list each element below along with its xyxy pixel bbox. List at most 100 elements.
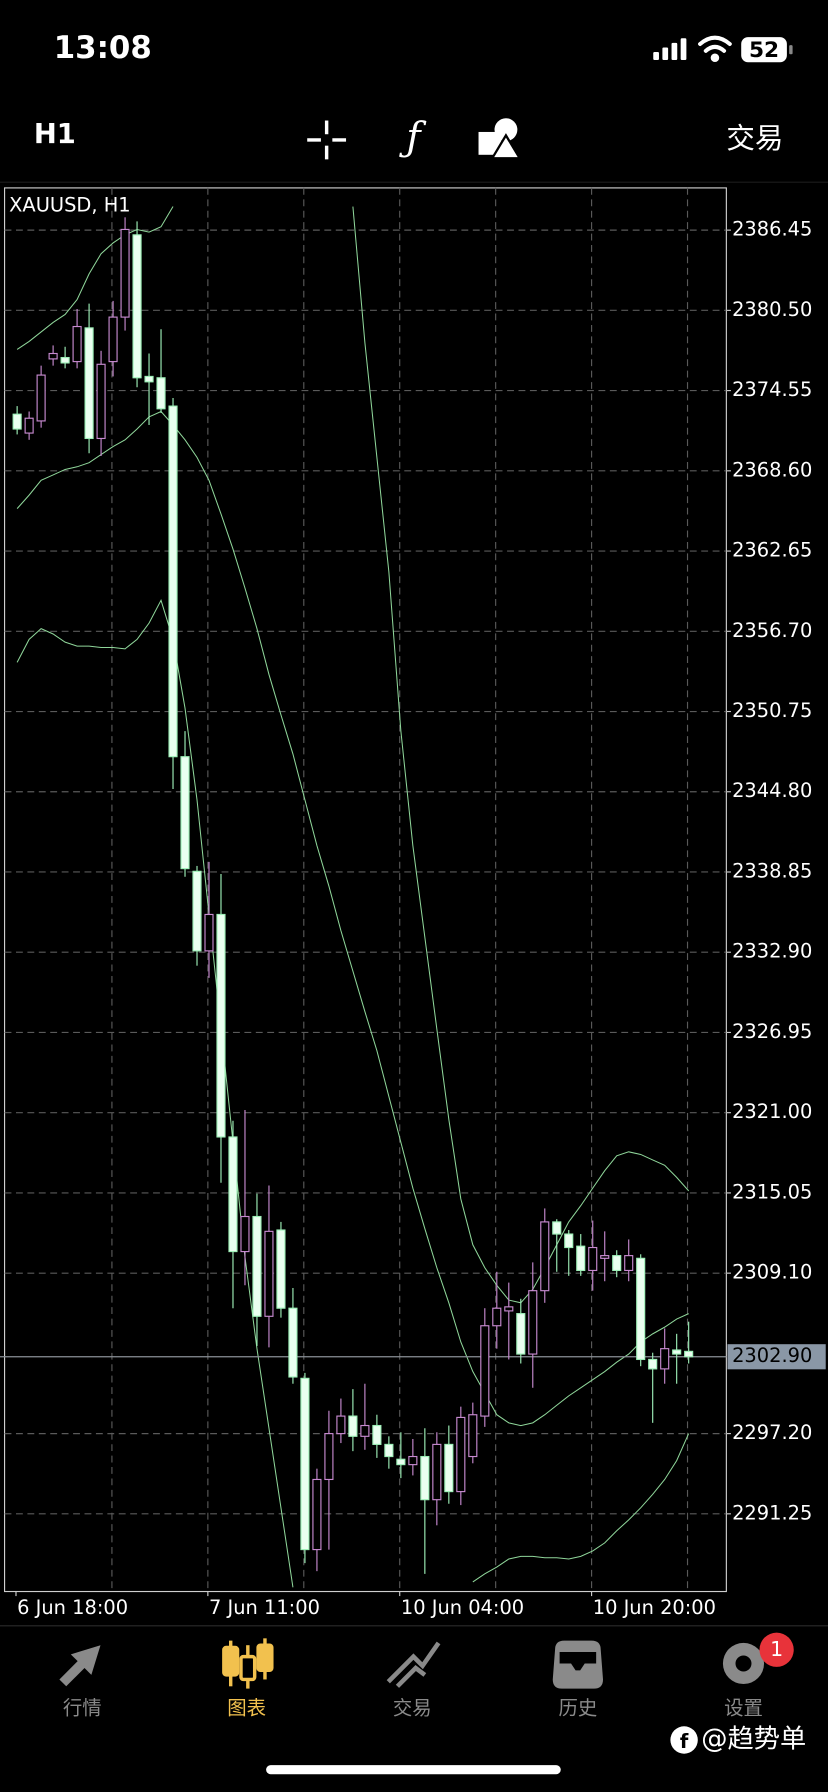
- candle-body: [552, 1221, 562, 1235]
- y-tick-label: 2291.25: [732, 1501, 812, 1524]
- y-tick-label: 2309.10: [732, 1261, 812, 1284]
- candle-body: [384, 1443, 394, 1458]
- x-tick-label: 10 Jun 20:00: [593, 1596, 716, 1619]
- candle-body: [228, 1136, 238, 1253]
- candle-body: [24, 417, 34, 434]
- candle-body: [12, 413, 22, 430]
- candle-body: [60, 356, 70, 364]
- candle-body: [336, 1415, 346, 1435]
- watermark: @趋势单: [701, 1724, 806, 1754]
- candle-body: [108, 316, 118, 363]
- current-price-label: 2302.90: [732, 1344, 812, 1367]
- candle-body: [168, 405, 178, 758]
- candle-body: [36, 374, 46, 422]
- tab-label[interactable]: 交易: [393, 1697, 432, 1720]
- tab-icon: [552, 1640, 604, 1689]
- tab-icon: [222, 1638, 274, 1689]
- y-tick-label: 2386.45: [732, 218, 812, 241]
- candle-body: [492, 1307, 502, 1327]
- tab-icons: [59, 1638, 765, 1689]
- candle-body: [360, 1424, 370, 1437]
- wifi-icon: [698, 35, 732, 63]
- y-tick-label: 2332.90: [732, 940, 812, 963]
- candle-body: [444, 1443, 454, 1493]
- tab-label[interactable]: 行情: [63, 1697, 102, 1720]
- candle-body: [648, 1358, 658, 1370]
- candle-body: [264, 1230, 274, 1317]
- y-tick-label: 2356.70: [732, 619, 812, 642]
- candle-body: [156, 377, 166, 410]
- candle-body: [636, 1257, 646, 1361]
- y-tick-label: 2374.55: [732, 378, 812, 401]
- candle-body: [624, 1255, 634, 1272]
- candle-body: [300, 1377, 310, 1551]
- candle-body: [276, 1229, 286, 1309]
- y-tick-label: 2344.80: [732, 779, 812, 802]
- candle-body: [516, 1313, 526, 1355]
- candle-body: [132, 234, 142, 379]
- chart: 2386.45 2380.50 2374.55 2368.60 2362.65 2356.…: [0, 187, 826, 1619]
- signal-icon: [653, 38, 687, 61]
- badge: [759, 1632, 794, 1667]
- candle-body: [288, 1307, 298, 1378]
- candle-body: [564, 1233, 574, 1249]
- objects-button[interactable]: [478, 118, 522, 160]
- tab-bar: 行情 图表 交易 历史 设置: [63, 1697, 763, 1720]
- watermark-icon: [670, 1726, 698, 1754]
- candle-body: [504, 1306, 514, 1312]
- watermark-icon-letter: f: [680, 1730, 689, 1753]
- candle-body: [144, 375, 154, 383]
- badge-count: 1: [770, 1637, 783, 1661]
- candle-body: [684, 1350, 694, 1358]
- timeframe[interactable]: H1: [34, 119, 76, 150]
- tab-icon: [386, 1641, 441, 1688]
- current-price-box: [727, 1344, 826, 1370]
- y-tick-label: 2368.60: [732, 458, 812, 481]
- home-indicator: [266, 1765, 561, 1775]
- candle-body: [672, 1349, 682, 1355]
- tab-label[interactable]: 历史: [558, 1697, 597, 1720]
- y-tick-label: 2321.00: [732, 1100, 812, 1123]
- candle-body: [240, 1215, 250, 1253]
- status-time: 13:08: [54, 30, 152, 66]
- candle-body: [180, 756, 190, 870]
- y-tick-label: 2338.85: [732, 859, 812, 882]
- candle-body: [408, 1455, 418, 1466]
- candle-body: [396, 1458, 406, 1466]
- candle-body: [480, 1325, 490, 1417]
- y-tick-label: 2297.20: [732, 1421, 812, 1444]
- candle-body: [528, 1290, 538, 1355]
- candle-body: [372, 1424, 382, 1445]
- candle-body: [72, 325, 82, 363]
- trade-button[interactable]: 交易: [726, 121, 783, 155]
- y-tick-label: 2326.95: [732, 1020, 812, 1043]
- x-tick-label: 10 Jun 04:00: [401, 1596, 524, 1619]
- band-line: [16, 410, 689, 1427]
- y-tick-label: 2362.65: [732, 539, 812, 562]
- candle-body: [588, 1246, 598, 1272]
- chart-title: XAUUSD, H1: [9, 194, 131, 217]
- y-tick-label: 2315.05: [732, 1180, 812, 1203]
- x-tick-label: 6 Jun 18:00: [17, 1596, 128, 1619]
- y-tick-label: 2380.50: [732, 298, 812, 321]
- band-line: [16, 598, 690, 1588]
- candle-body: [216, 913, 226, 1138]
- tab-label[interactable]: 设置: [724, 1697, 763, 1720]
- candle-body: [576, 1245, 586, 1272]
- battery-level: 52: [749, 38, 779, 63]
- candle-body: [192, 870, 202, 952]
- tab-label[interactable]: 图表: [227, 1697, 266, 1720]
- candle-body: [660, 1348, 670, 1370]
- candle-body: [612, 1255, 622, 1272]
- plot-frame: [3, 187, 727, 1593]
- candle-body: [324, 1433, 334, 1481]
- x-tick-label: 7 Jun 11:00: [209, 1596, 320, 1619]
- y-tick-label: 2350.75: [732, 699, 812, 722]
- crosshair-button[interactable]: [307, 120, 347, 160]
- candle-body: [48, 352, 58, 360]
- tab-icon: [722, 1642, 765, 1685]
- candle-body: [540, 1221, 550, 1292]
- tab-icon: [59, 1645, 101, 1687]
